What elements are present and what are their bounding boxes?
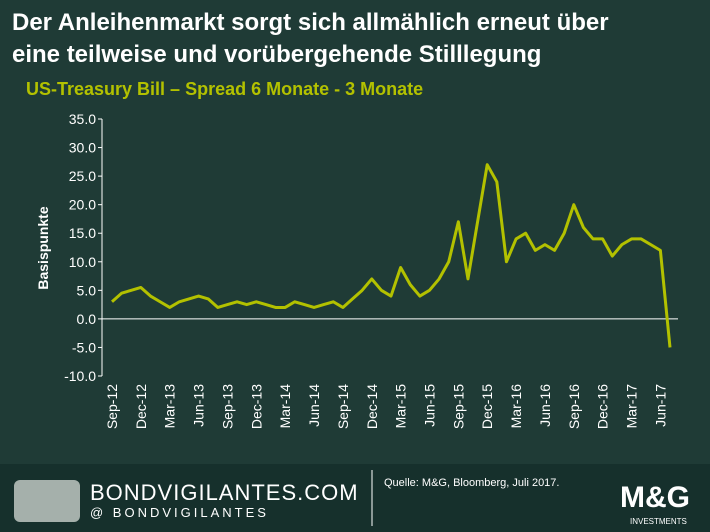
x-tick-label: Sep-12 — [104, 384, 120, 429]
x-tick-label: Mar-14 — [277, 384, 293, 429]
x-tick-label: Jun-14 — [306, 384, 322, 427]
source: Quelle: M&G, Bloomberg, Juli 2017. — [384, 477, 559, 489]
chart-title: eine teilweise und vorübergehende Stilll… — [12, 41, 541, 68]
x-tick-label: Sep-13 — [219, 384, 235, 429]
y-tick-label: 20.0 — [69, 197, 96, 213]
logo-figures — [14, 480, 80, 522]
x-tick-label: Sep-15 — [450, 384, 466, 429]
x-tick-label: Mar-15 — [393, 384, 409, 429]
handle: @ BONDVIGILANTES — [90, 505, 269, 520]
x-tick-label: Jun-16 — [537, 384, 553, 427]
x-tick-label: Mar-13 — [162, 384, 178, 429]
x-tick-label: Sep-16 — [566, 384, 582, 429]
x-tick-label: Mar-16 — [508, 384, 524, 429]
x-tick-label: Jun-17 — [652, 384, 668, 427]
x-tick-label: Mar-17 — [624, 384, 640, 429]
x-tick-label: Dec-16 — [595, 384, 611, 429]
chart-subtitle: US-Treasury Bill – Spread 6 Monate - 3 M… — [26, 79, 423, 99]
footer-band — [0, 464, 710, 532]
chart-title: Der Anleihenmarkt sorgt sich allmählich … — [12, 9, 609, 36]
line — [111, 163, 672, 348]
logo-sub: INVESTMENTS — [630, 517, 687, 526]
brand: BONDVIGILANTES.COM — [90, 480, 359, 505]
y-tick-label: 35.0 — [69, 111, 96, 127]
y-tick-label: -5.0 — [72, 339, 96, 355]
x-tick-label: Dec-14 — [364, 384, 380, 429]
x-tick-label: Jun-13 — [191, 384, 207, 427]
y-axis-label: Basispunkte — [35, 206, 51, 289]
y-tick-label: 25.0 — [69, 168, 96, 184]
x-tick-label: Jun-15 — [421, 384, 437, 427]
y-tick-label: 10.0 — [69, 254, 96, 270]
x-tick-label: Dec-13 — [248, 384, 264, 429]
x-tick-label: Dec-12 — [133, 384, 149, 429]
y-tick-label: 0.0 — [77, 311, 97, 327]
y-tick-label: 5.0 — [77, 282, 97, 298]
y-tick-label: 15.0 — [69, 225, 96, 241]
x-tick-label: Sep-14 — [335, 384, 351, 429]
x-tick-label: Dec-15 — [479, 384, 495, 429]
logo: M&G — [620, 481, 690, 514]
y-tick-label: 30.0 — [69, 140, 96, 156]
y-tick-label: -10.0 — [64, 368, 96, 384]
